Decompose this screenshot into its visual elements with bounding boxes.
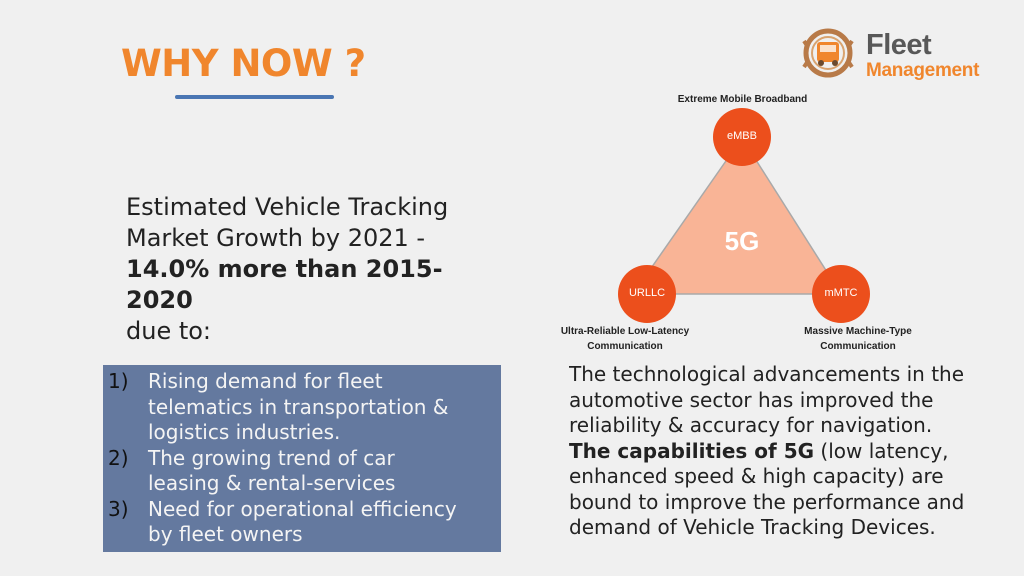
reasons-list: 1) Rising demand for fleet telematics in… xyxy=(108,369,500,548)
stat-highlight: 14.0% more than 2015-2020 xyxy=(126,255,443,314)
list-item: 3) Need for operational efficiency by fl… xyxy=(108,497,500,548)
logo-text-management: Management xyxy=(866,60,980,81)
stat-line-2: Market Growth by 2021 - xyxy=(126,224,426,252)
truck-gear-icon xyxy=(802,28,854,78)
triangle-area xyxy=(631,136,843,295)
center-5g-label: 5G xyxy=(724,226,760,256)
market-growth-statement: Estimated Vehicle Tracking Market Growth… xyxy=(126,192,506,347)
desc-part-1: The technological advancements in the au… xyxy=(569,362,965,437)
stat-line-4: due to: xyxy=(126,317,212,345)
5g-triangle-svg xyxy=(618,108,870,323)
node-urllc xyxy=(618,265,676,323)
embb-description: Extreme Mobile Broadband xyxy=(677,94,808,105)
page-title: WHY NOW ? xyxy=(121,42,366,85)
stat-line-1: Estimated Vehicle Tracking xyxy=(126,193,449,221)
node-mmtc xyxy=(812,265,870,323)
reason-line: logistics industries. xyxy=(148,420,341,444)
desc-part-2: (low latency, enhanced speed & high capa… xyxy=(569,438,965,540)
list-item: 2) The growing trend of car leasing & re… xyxy=(108,446,500,497)
node-embb xyxy=(713,108,771,166)
reason-line: The growing trend of car xyxy=(148,445,395,470)
mmtc-label: mMTC xyxy=(824,287,858,299)
reasons-panel xyxy=(103,365,501,552)
desc-bold: The capabilities of 5G xyxy=(569,438,815,463)
reason-line: Need for operational efficiency xyxy=(148,496,457,521)
urllc-description: Ultra-Reliable Low-Latency Communication xyxy=(560,326,690,352)
5g-description: The technological advancements in the au… xyxy=(569,362,979,576)
mmtc-description: Massive Machine-Type Communication xyxy=(804,326,912,352)
logo-text-fleet: Fleet xyxy=(866,29,932,61)
reason-line: telematics in transportation & xyxy=(148,394,449,419)
list-item: 1) Rising demand for fleet telematics in… xyxy=(108,369,500,446)
reason-line: Rising demand for fleet xyxy=(148,369,383,393)
urllc-label: URLLC xyxy=(628,287,666,299)
5g-triangle-diagram: Extreme Mobile Broadband eMBB 5G URLLC m… xyxy=(555,88,925,358)
list-number: 2) xyxy=(108,445,129,470)
reason-line: leasing & rental-services xyxy=(148,471,396,495)
embb-label: eMBB xyxy=(727,130,757,142)
list-number: 3) xyxy=(108,496,129,521)
title-underline xyxy=(175,95,334,99)
reason-line: by fleet owners xyxy=(148,522,303,546)
logo: Fleet Management xyxy=(802,26,1002,82)
list-number: 1) xyxy=(108,369,129,393)
